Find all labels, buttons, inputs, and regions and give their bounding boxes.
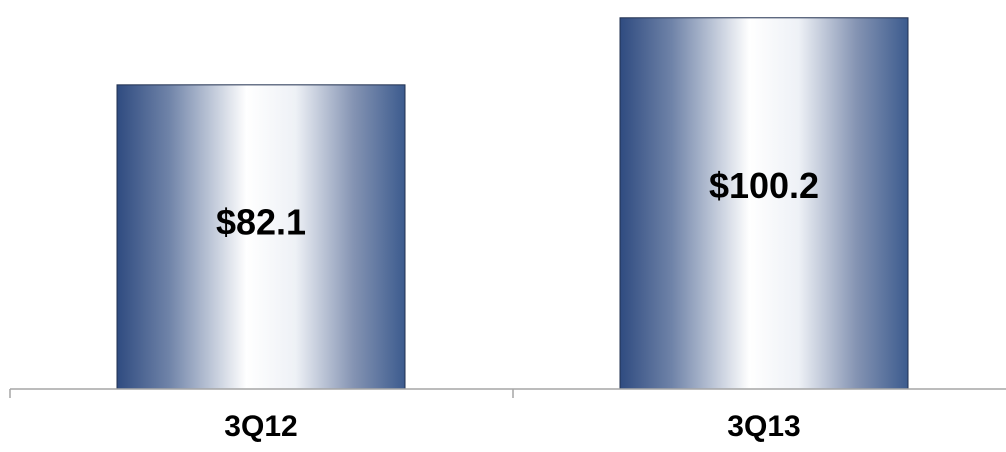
bar-3q13 bbox=[619, 17, 909, 390]
bars-layer bbox=[116, 17, 909, 390]
labels-layer: $82.1 3Q12 $100.2 3Q13 bbox=[216, 165, 819, 443]
data-label-3q13: $100.2 bbox=[709, 165, 819, 206]
data-label-3q12: $82.1 bbox=[216, 201, 306, 242]
x-tick-label-3q12: 3Q12 bbox=[224, 410, 297, 443]
x-axis bbox=[9, 388, 1006, 398]
bar-3q12 bbox=[116, 84, 406, 390]
x-tick-label-3q13: 3Q13 bbox=[727, 410, 800, 443]
